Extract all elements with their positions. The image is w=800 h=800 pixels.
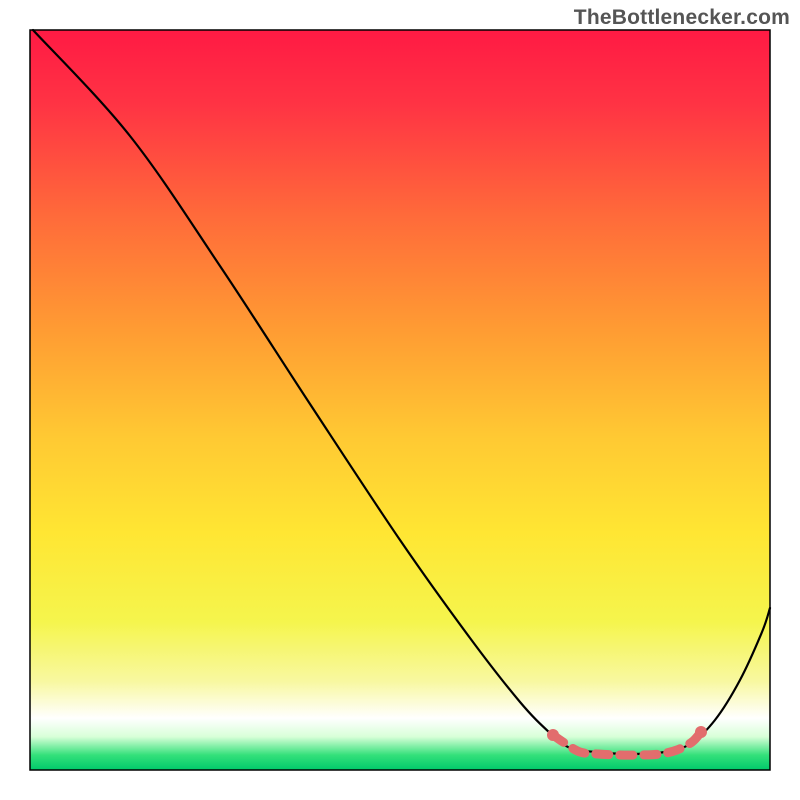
gradient-background: [0, 0, 800, 800]
chart-container: TheBottlenecker.com: [0, 0, 800, 800]
watermark-text: TheBottlenecker.com: [574, 6, 790, 30]
